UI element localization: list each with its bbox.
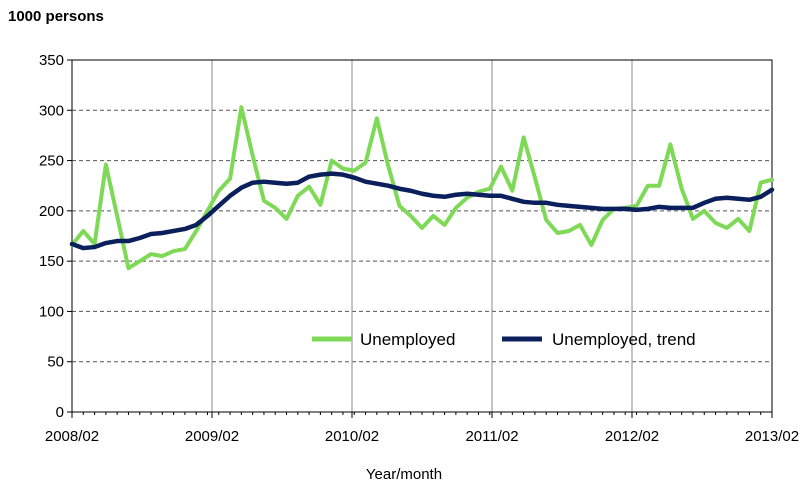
x-tick-label: 2009/02 [185, 428, 239, 445]
x-tick-label: 2008/02 [45, 428, 99, 445]
x-tick-label: 2011/02 [465, 428, 518, 445]
grid-layer [72, 59, 772, 412]
x-tick-label: 2012/02 [605, 428, 659, 445]
y-tick-label: 100 [39, 303, 64, 320]
series-line-unemployed [70, 105, 774, 271]
y-unit-label: 1000 persons [8, 8, 104, 25]
y-tick-label: 300 [39, 102, 64, 119]
y-tick-label: 200 [39, 203, 64, 220]
x-axis-title: Year/month [365, 466, 443, 483]
y-tick-label: 0 [56, 404, 64, 421]
legend-label-unemployed-trend: Unemployed, trend [552, 330, 696, 349]
y-tick-label: 250 [39, 153, 64, 170]
plot-area-border [71, 59, 773, 413]
y-tick-label: 150 [39, 253, 64, 270]
y-tick-label: 50 [47, 354, 64, 371]
legend: Unemployed Unemployed, trend [312, 330, 696, 349]
x-tick-label: 2013/02 [745, 428, 799, 445]
x-tick-label: 2010/02 [325, 428, 379, 445]
axes-layer: 0 50 100 150 200 250 300 350 2008/02 2009/02 2010/… [39, 52, 799, 445]
legend-label-unemployed: Unemployed [360, 330, 455, 349]
series-layer [69, 105, 775, 271]
y-tick-label: 350 [39, 52, 64, 69]
